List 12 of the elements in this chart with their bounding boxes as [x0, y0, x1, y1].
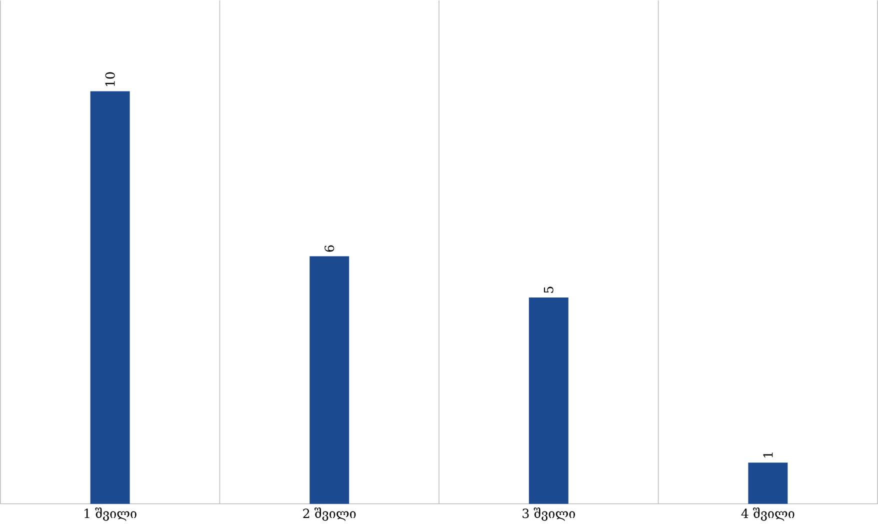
x-tick-label: 2 შვილი	[303, 507, 356, 521]
data-label: 6	[324, 245, 334, 252]
bar	[310, 256, 350, 504]
x-tick-label: 3 შვილი	[522, 507, 575, 521]
data-label: 10	[105, 72, 115, 86]
x-tick-label: 1 შვილი	[84, 507, 136, 521]
bar	[528, 297, 568, 504]
data-label: 5	[544, 286, 554, 293]
x-tick-label: 4 შვილი	[741, 507, 794, 521]
bar	[90, 91, 130, 504]
data-label: 1	[763, 452, 773, 458]
bar	[748, 462, 788, 504]
